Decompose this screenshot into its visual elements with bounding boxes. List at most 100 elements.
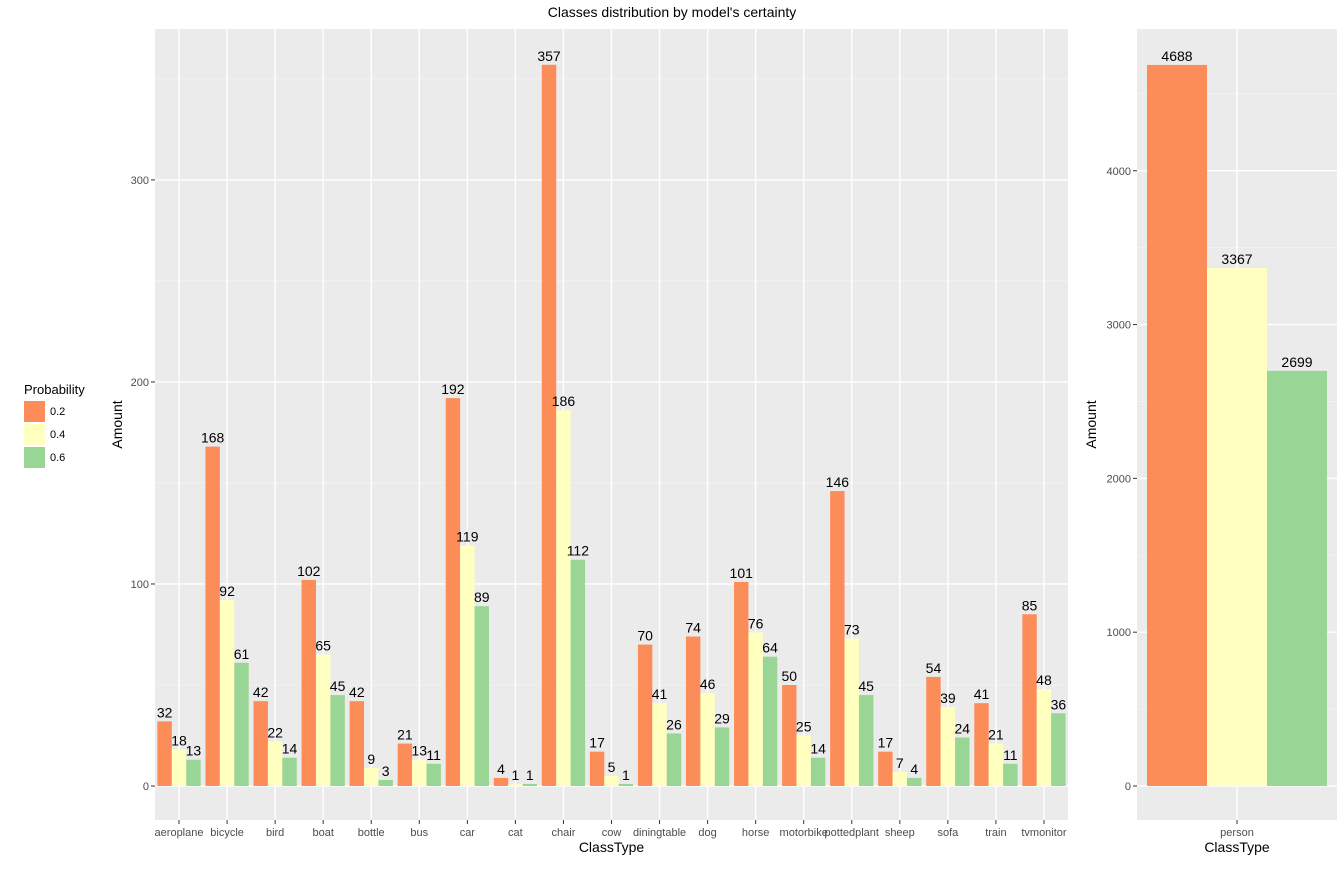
main-bar-car-0-4	[460, 545, 475, 786]
main-data-label-horse-0-4: 76	[748, 615, 764, 631]
main-data-label-train-0-2: 41	[974, 686, 990, 702]
main-x-tick-label-dog: dog	[698, 827, 716, 839]
main-data-label-bird-0-2: 42	[253, 684, 269, 700]
main-data-label-bottle-0-6: 3	[382, 763, 390, 779]
main-data-label-bus-0-6: 11	[426, 747, 441, 763]
main-bar-aeroplane-0-2	[157, 721, 172, 786]
main-bar-cat-0-6	[522, 783, 538, 786]
main-bar-motorbike-0-4	[796, 735, 811, 786]
main-x-tick-label-aeroplane: aeroplane	[155, 827, 204, 839]
main-data-label-car-0-2: 192	[441, 381, 465, 397]
main-bar-train-0-6	[1003, 763, 1018, 786]
main-data-label-sheep-0-2: 17	[878, 735, 894, 751]
main-data-label-sofa-0-6: 24	[954, 721, 970, 737]
main-data-label-bird-0-6: 14	[282, 741, 298, 757]
main-x-axis-title: ClassType	[579, 839, 645, 855]
main-data-label-diningtable-0-2: 70	[637, 628, 653, 644]
main-data-label-horse-0-6: 64	[762, 640, 778, 656]
main-bar-sheep-0-2	[878, 751, 893, 786]
main-x-tick-label-horse: horse	[742, 827, 770, 839]
main-y-tick-label-100: 100	[131, 579, 149, 591]
main-x-tick-label-bicycle: bicycle	[210, 827, 244, 839]
person-bar-person-0-4	[1207, 268, 1267, 787]
main-bar-chair-0-2	[541, 64, 557, 787]
legend-item-0.4: 0.4	[24, 424, 65, 445]
main-data-label-boat-0-4: 65	[315, 638, 331, 654]
person-data-label-person-0-4: 3367	[1221, 251, 1252, 267]
main-data-label-bird-0-4: 22	[267, 725, 283, 741]
main-bar-boat-0-4	[315, 654, 331, 786]
main-data-label-boat-0-6: 45	[330, 678, 346, 694]
main-x-tick-label-boat: boat	[312, 827, 333, 839]
main-data-label-diningtable-0-4: 41	[652, 686, 668, 702]
person-bar-person-0-2	[1147, 64, 1207, 786]
main-data-label-bicycle-0-4: 92	[219, 583, 235, 599]
main-bar-car-0-2	[445, 398, 461, 786]
main-bar-dog-0-4	[700, 693, 715, 786]
main-bar-bottle-0-4	[364, 767, 379, 786]
main-data-label-tvmonitor-0-6: 36	[1051, 696, 1067, 712]
main-bar-aeroplane-0-4	[171, 749, 187, 786]
main-bar-chair-0-4	[556, 410, 571, 786]
main-bar-bird-0-4	[267, 741, 283, 786]
main-data-label-bicycle-0-2: 168	[201, 430, 225, 446]
panel-main-classes: 0100200300321813aeroplane1689261bicycle4…	[109, 29, 1068, 855]
main-data-label-cat-0-2: 4	[497, 761, 505, 777]
main-bar-bicycle-0-4	[219, 600, 235, 786]
person-bar-person-0-6	[1267, 370, 1327, 786]
main-bar-motorbike-0-2	[782, 684, 797, 786]
main-data-label-pottedplant-0-2: 146	[826, 474, 850, 490]
main-bar-bird-0-6	[282, 757, 297, 786]
main-data-label-train-0-6: 11	[1003, 747, 1018, 763]
person-data-label-person-0-2: 4688	[1161, 48, 1192, 64]
main-bar-horse-0-2	[734, 581, 749, 786]
main-x-tick-label-car: car	[460, 827, 476, 839]
main-bar-motorbike-0-6	[810, 757, 826, 786]
main-bar-cat-0-2	[493, 777, 509, 786]
main-data-label-aeroplane-0-2: 32	[157, 704, 173, 720]
main-bar-boat-0-6	[330, 695, 345, 786]
main-data-label-train-0-4: 21	[988, 727, 1004, 743]
main-bar-train-0-2	[974, 703, 989, 786]
legend-label-0.4: 0.4	[50, 429, 65, 441]
legend-label-0.6: 0.6	[50, 452, 65, 464]
main-bar-pottedplant-0-4	[844, 638, 859, 786]
main-bar-car-0-6	[474, 606, 489, 786]
main-x-tick-label-tvmonitor: tvmonitor	[1021, 827, 1067, 839]
legend-title: Probability	[24, 382, 85, 397]
main-data-label-motorbike-0-4: 25	[796, 718, 812, 734]
main-x-tick-label-bus: bus	[410, 827, 428, 839]
main-x-tick-label-chair: chair	[552, 827, 576, 839]
main-bar-cow-0-6	[618, 783, 634, 786]
main-bar-sheep-0-6	[907, 777, 922, 786]
main-bar-pottedplant-0-6	[858, 695, 874, 786]
main-data-label-sheep-0-6: 4	[910, 761, 918, 777]
main-data-label-cow-0-2: 17	[589, 735, 605, 751]
main-y-axis-title: Amount	[109, 400, 125, 448]
person-y-tick-label-2000: 2000	[1107, 473, 1131, 485]
main-bar-diningtable-0-6	[666, 733, 682, 786]
main-bar-cow-0-4	[604, 775, 619, 786]
main-bar-diningtable-0-4	[652, 703, 667, 786]
main-data-label-dog-0-2: 74	[685, 620, 701, 636]
main-x-tick-label-motorbike: motorbike	[780, 827, 828, 839]
main-data-label-dog-0-6: 29	[714, 710, 730, 726]
main-bar-aeroplane-0-6	[186, 759, 201, 786]
main-data-label-diningtable-0-6: 26	[666, 716, 682, 732]
main-x-tick-label-bottle: bottle	[358, 827, 385, 839]
main-y-tick-label-0: 0	[143, 781, 149, 793]
main-data-label-cow-0-4: 5	[608, 759, 616, 775]
main-data-label-bottle-0-4: 9	[367, 751, 375, 767]
main-data-label-car-0-6: 89	[474, 589, 490, 605]
main-data-label-tvmonitor-0-2: 85	[1022, 597, 1038, 613]
legend-swatch-0.2	[24, 401, 45, 422]
legend-item-0.6: 0.6	[24, 447, 65, 468]
main-x-tick-label-train: train	[985, 827, 1006, 839]
main-x-tick-label-cow: cow	[602, 827, 622, 839]
main-x-tick-label-bird: bird	[266, 827, 284, 839]
main-bar-bus-0-2	[397, 743, 413, 786]
main-data-label-chair-0-2: 357	[537, 48, 561, 64]
main-bar-sofa-0-6	[955, 737, 970, 786]
person-y-tick-label-3000: 3000	[1107, 320, 1131, 332]
main-data-label-pottedplant-0-4: 73	[844, 622, 860, 638]
